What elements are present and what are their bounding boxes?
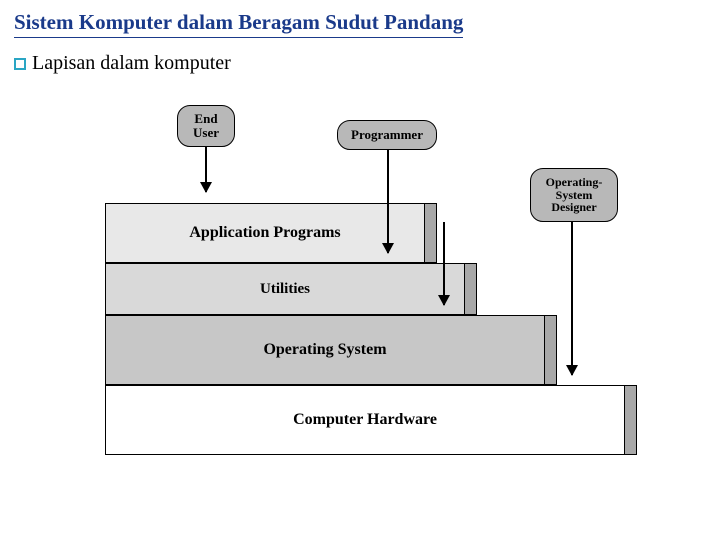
bullet-row: Lapisan dalam komputer (14, 52, 231, 75)
layer-hw: Computer Hardware (105, 385, 625, 455)
role-programmer-label: Programmer (351, 128, 423, 142)
role-end-user: EndUser (177, 105, 235, 147)
layer-app-side (425, 203, 437, 263)
role-programmer: Programmer (337, 120, 437, 150)
layer-diagram: Computer Hardware Operating System Utili… (105, 105, 645, 505)
arrow-os-designer-to-os (443, 222, 445, 305)
layer-hw-label: Computer Hardware (293, 411, 437, 429)
role-os-designer-label: Operating-SystemDesigner (546, 176, 603, 214)
layer-util-label: Utilities (260, 281, 310, 298)
layer-os-side (545, 315, 557, 385)
layer-util-side (465, 263, 477, 315)
arrow-end-user (205, 147, 207, 192)
arrow-programmer-to-util (387, 150, 389, 253)
layer-os: Operating System (105, 315, 545, 385)
page-title: Sistem Komputer dalam Beragam Sudut Pand… (14, 10, 463, 38)
layer-hw-side (625, 385, 637, 455)
arrow-os-designer-to-hw (571, 222, 573, 375)
layer-os-label: Operating System (263, 341, 386, 359)
bullet-text: Lapisan dalam komputer (32, 52, 231, 75)
bullet-icon (14, 58, 26, 70)
layer-app-label: Application Programs (189, 224, 340, 242)
role-end-user-label: EndUser (193, 112, 219, 139)
layer-util: Utilities (105, 263, 465, 315)
role-os-designer: Operating-SystemDesigner (530, 168, 618, 222)
layer-app: Application Programs (105, 203, 425, 263)
